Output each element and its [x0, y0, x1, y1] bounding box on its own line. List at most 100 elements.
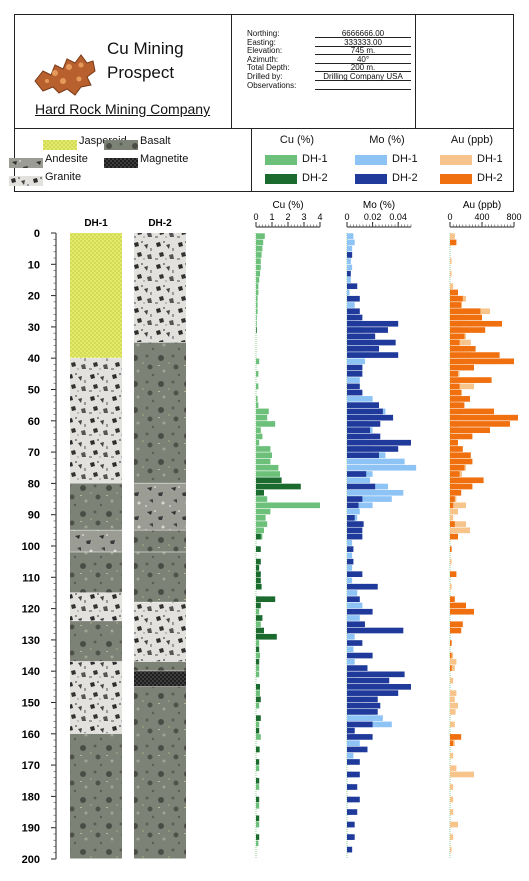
assay-bar-dh-2 — [450, 345, 476, 352]
assay-bar-dh-2 — [450, 314, 482, 321]
assay-bar-dh-2 — [256, 602, 261, 609]
assay-bar-dh-2 — [347, 734, 373, 740]
assay-bar-dh-2 — [347, 283, 358, 290]
assay-legend-label: DH-2 — [392, 172, 418, 184]
assay-bar-dh-1 — [347, 615, 360, 621]
assay-bar-dh-2 — [347, 433, 381, 440]
assay-bar-dh-1 — [256, 283, 259, 290]
info-label: Observations: — [247, 80, 297, 90]
assay-bar-dh-1 — [450, 258, 452, 264]
assay-bar-dh-1 — [450, 846, 452, 853]
depth-tick-label: 180 — [22, 791, 40, 803]
assay-bar-dh-1 — [256, 527, 264, 534]
panel-tick-label: 2 — [285, 212, 290, 222]
lithology-interval-granite — [134, 233, 186, 343]
assay-bar-dh-2 — [256, 565, 260, 571]
assay-bar-dh-1 — [256, 721, 260, 728]
assay-legend-swatch — [440, 155, 472, 165]
assay-legend-swatch — [355, 155, 387, 165]
assay-bar-dh-1 — [256, 802, 260, 809]
assay-bar-dh-1 — [347, 258, 351, 264]
hole-label: DH-2 — [148, 218, 172, 229]
assay-bar-dh-2 — [347, 771, 360, 778]
info-value: 6666666.00 — [315, 29, 411, 38]
depth-tick-label: 110 — [22, 572, 40, 584]
depth-tick-label: 190 — [22, 823, 40, 835]
header-divider — [15, 128, 513, 129]
assay-bar-dh-2 — [256, 684, 260, 690]
depth-tick-label: 140 — [22, 666, 40, 678]
assay-bar-dh-2 — [347, 821, 355, 828]
assay-bar-dh-1 — [256, 302, 258, 308]
assay-bar-dh-1 — [450, 721, 455, 728]
assay-bar-dh-2 — [347, 834, 355, 840]
assay-legend-title: Mo (%) — [369, 134, 405, 146]
assay-bar-dh-1 — [347, 752, 354, 759]
depth-tick-label: 130 — [22, 635, 40, 647]
assay-bar-dh-2 — [256, 759, 260, 765]
assay-bar-dh-1 — [347, 590, 358, 596]
assay-bar-dh-1 — [256, 264, 261, 271]
assay-bar-dh-2 — [347, 414, 394, 421]
header-divider — [415, 15, 416, 128]
prospect-title-line1: Cu Mining — [107, 39, 184, 58]
assay-bar-dh-2 — [347, 558, 354, 565]
assay-bar-dh-1 — [256, 408, 269, 415]
lithology-interval-jasperoid — [70, 233, 122, 359]
assay-bar-dh-1 — [450, 665, 455, 671]
info-value — [315, 81, 411, 90]
assay-bar-dh-1 — [256, 320, 257, 327]
assay-bar-dh-2 — [450, 320, 502, 327]
assay-bar-dh-2 — [450, 740, 454, 747]
panel-title: Mo (%) — [363, 200, 395, 211]
granite-legend-label: Granite — [45, 171, 82, 183]
depth-tick-label: 40 — [28, 353, 40, 365]
magnetite-swatch — [104, 155, 138, 168]
drill-log-plot: 0 10 20 30 40 50 60 70 80 90 100 110 120 130 140 150 160… — [0, 196, 529, 876]
assay-bar-dh-2 — [450, 640, 452, 646]
assay-bar-dh-2 — [347, 314, 363, 321]
assay-bar-dh-1 — [256, 371, 259, 377]
magnetite-legend-label: Magnetite — [140, 153, 189, 165]
assay-bar-dh-2 — [347, 452, 379, 459]
assay-bar-dh-2 — [347, 608, 373, 615]
andesite-swatch — [9, 155, 43, 168]
lithology-interval-basalt — [134, 342, 186, 484]
assay-bar-dh-2 — [347, 665, 368, 671]
assay-bar-dh-2 — [450, 427, 490, 434]
assay-bar-dh-2 — [347, 596, 360, 603]
assay-legend-label: DH-1 — [392, 153, 418, 165]
assay-bar-dh-2 — [347, 684, 411, 690]
jasperoid-swatch — [43, 137, 77, 150]
assay-bar-dh-2 — [450, 489, 462, 496]
assay-bar-dh-2 — [256, 815, 260, 822]
assay-bar-dh-1 — [347, 540, 353, 546]
assay-bar-dh-1 — [450, 515, 454, 521]
depth-tick-label: 200 — [22, 854, 40, 866]
assay-bar-dh-2 — [347, 364, 363, 371]
assay-bar-dh-2 — [347, 320, 399, 327]
assay-bar-dh-1 — [347, 377, 360, 383]
assay-bar-dh-1 — [347, 489, 404, 496]
assay-bar-dh-1 — [256, 671, 260, 678]
assay-bar-dh-1 — [450, 696, 455, 703]
assay-bar-dh-1 — [347, 477, 371, 484]
assay-bar-dh-1 — [256, 233, 265, 239]
assay-bar-dh-2 — [450, 308, 481, 315]
assay-bar-dh-1 — [256, 665, 260, 671]
info-label: Azimuth: — [247, 54, 279, 64]
panel-title: Cu (%) — [272, 200, 303, 211]
assay-bar-dh-1 — [256, 295, 258, 302]
assay-legend-swatch — [265, 155, 297, 165]
assay-bar-dh-1 — [450, 784, 454, 790]
assay-bar-dh-2 — [450, 496, 455, 502]
assay-bar-dh-1 — [256, 784, 260, 790]
assay-bar-dh-2 — [347, 721, 373, 728]
assay-bar-dh-2 — [450, 464, 465, 471]
assay-bar-dh-2 — [256, 571, 261, 577]
assay-bar-dh-2 — [347, 702, 381, 709]
assay-bar-dh-2 — [347, 690, 399, 696]
depth-tick-label: 80 — [28, 478, 40, 490]
assay-bar-dh-2 — [256, 633, 277, 640]
panel-tick-label: 0 — [253, 212, 258, 222]
